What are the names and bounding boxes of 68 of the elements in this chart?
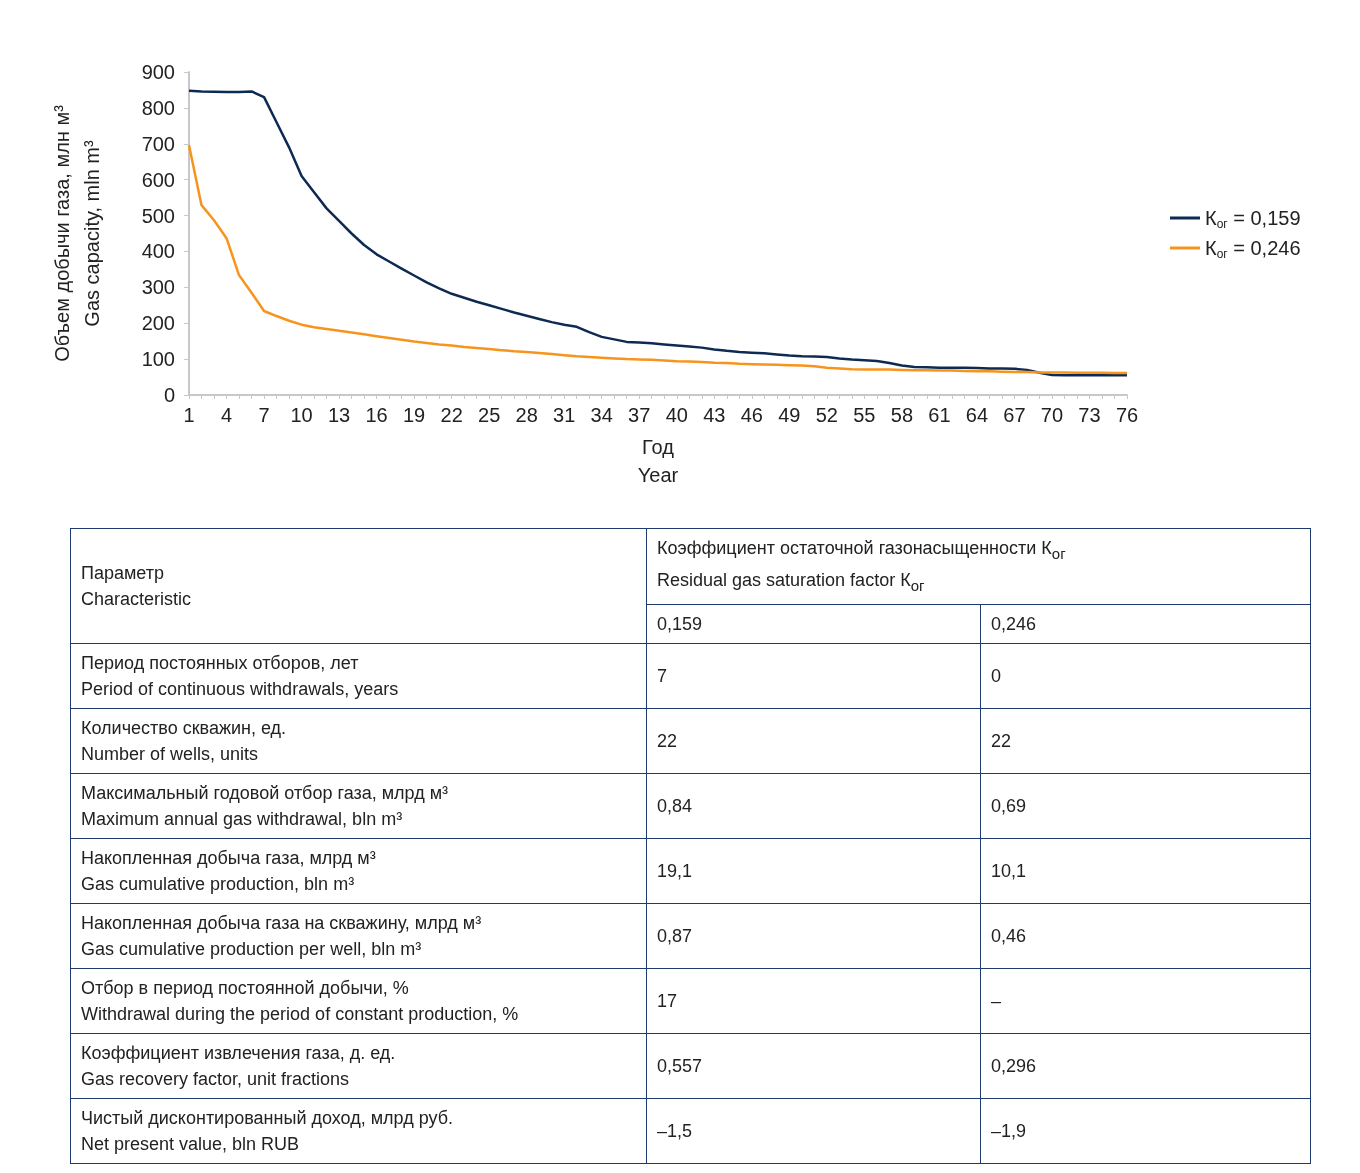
- x-tick-label: 22: [440, 404, 463, 426]
- x-tick-label: 49: [778, 404, 801, 426]
- text: Максимальный годовой отбор газа, млрд м³ Maximum annual gas withdrawal, bln m³: [70, 773, 647, 839]
- text: –1,5: [646, 1098, 981, 1164]
- x-tick-label: 4: [220, 404, 233, 426]
- x-tick-label: 25: [478, 404, 501, 426]
- x-tick-label: 10: [290, 404, 313, 426]
- text: Параметр Characteristic: [70, 528, 647, 644]
- text: 22: [646, 708, 981, 774]
- y-tick-label: 900: [141, 61, 175, 83]
- x-tick-label: 70: [1040, 404, 1064, 426]
- x-tick-label: 73: [1078, 404, 1101, 426]
- y-tick-label: 0: [163, 384, 175, 406]
- x-tick-label: 16: [365, 404, 388, 426]
- text: Период постоянных отборов, лет Period of continuous withdrawals, years: [70, 643, 647, 709]
- line-series: [187, 143, 1129, 375]
- text: Отбор в период постоянной добычи, % Withdrawal during the period of constant production, %: [70, 968, 647, 1034]
- y-tick-label: 500: [141, 204, 175, 227]
- text: 0,84: [646, 773, 981, 839]
- text: Коэффициент извлечения газа, д. ед. Gas recovery factor, unit fractions: [70, 1033, 647, 1099]
- y-axis-title: Объем добычи газа, млн м³ Gas capacity, mln m³: [51, 104, 103, 362]
- x-tick-label: 43: [703, 404, 726, 426]
- x-tick-label: 52: [815, 404, 838, 426]
- x-tick-label: 7: [258, 404, 270, 426]
- x-tick-label: 55: [853, 404, 876, 426]
- x-tick-label: 40: [665, 404, 688, 426]
- line-series: [187, 89, 1129, 377]
- x-tick-label: 19: [402, 404, 426, 426]
- text: 0,159: [646, 604, 981, 644]
- text: 0: [980, 643, 1311, 709]
- x-tick-label: 1: [183, 404, 195, 426]
- y-tick-label: 100: [141, 348, 175, 371]
- x-tick-label: 34: [590, 404, 613, 426]
- text: Накопленная добыча газа, млрд м³ Gas cumulative production, bln m³: [70, 838, 647, 904]
- text: Накопленная добыча газа на скважину, млрд м³ Gas cumulative production per well, bln m³: [70, 903, 647, 969]
- text: 0,296: [980, 1033, 1311, 1099]
- x-tick-label: 61: [928, 404, 951, 426]
- y-tick-label: 300: [141, 276, 175, 299]
- text: Чистый дисконтированный доход, млрд руб. Net present value, bln RUB: [70, 1098, 647, 1164]
- x-tick-label: 31: [553, 404, 576, 426]
- text: 0,46: [980, 903, 1311, 969]
- x-tick-label: 28: [515, 404, 538, 426]
- text: 17: [646, 968, 981, 1034]
- text: 0,246: [980, 604, 1311, 644]
- text: Количество скважин, ед. Number of wells, units: [70, 708, 647, 774]
- x-tick-label: 13: [327, 404, 351, 426]
- x-tick-label: 67: [1003, 404, 1026, 426]
- text: 22: [980, 708, 1311, 774]
- text: 0,69: [980, 773, 1311, 839]
- text: 0,87: [646, 903, 981, 969]
- y-tick-label: 600: [141, 168, 175, 191]
- x-tick-label: 58: [890, 404, 914, 426]
- text: 10,1: [980, 838, 1311, 904]
- text: 7: [646, 643, 981, 709]
- x-axis-title: Год Year: [637, 436, 679, 486]
- y-tick-label: 700: [141, 132, 175, 155]
- text: Коэффициент остаточной газонасыщенности К$_{ог}$ Residual gas saturation factor К$_{ог}$: [657, 538, 1066, 594]
- text: 19,1: [646, 838, 981, 904]
- x-tick-label: 37: [628, 404, 651, 426]
- y-tick-label: 200: [141, 312, 175, 335]
- x-tick-label: 64: [965, 404, 989, 426]
- text: 0,557: [646, 1033, 981, 1099]
- x-tick-label: 46: [740, 404, 763, 426]
- text: –1,9: [980, 1098, 1311, 1164]
- y-tick-label: 800: [141, 96, 175, 119]
- y-tick-label: 400: [141, 240, 175, 263]
- text: –: [980, 968, 1311, 1034]
- x-tick-label: 76: [1115, 404, 1139, 426]
